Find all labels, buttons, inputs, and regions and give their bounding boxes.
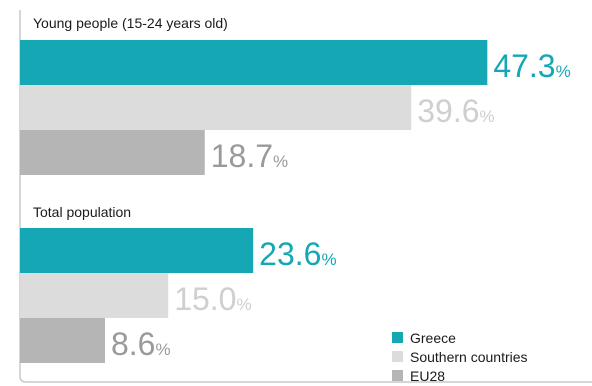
legend-label: Greece — [410, 329, 456, 346]
legend-item: Greece — [392, 328, 592, 347]
bar — [20, 228, 254, 273]
bar — [20, 318, 105, 363]
bar — [20, 40, 488, 85]
legend-label: Southern countries — [410, 348, 528, 365]
axis-frame — [19, 10, 592, 383]
data-label: 39.6% — [417, 93, 494, 129]
legend-label: EU28 — [410, 367, 446, 384]
data-label: 18.7% — [211, 138, 288, 174]
group-title: Young people (15-24 years old) — [33, 15, 228, 31]
bar — [20, 85, 412, 130]
legend-swatch — [392, 370, 403, 381]
group-title: Total population — [33, 204, 131, 220]
legend-swatch — [392, 332, 403, 343]
data-label: 47.3% — [493, 48, 570, 84]
data-label: 23.6% — [259, 236, 336, 272]
legend-swatch — [392, 351, 403, 362]
data-label: 8.6% — [111, 326, 171, 362]
bar — [20, 273, 169, 318]
data-label: 15.0% — [174, 281, 251, 317]
legend-item: EU28 — [392, 366, 592, 385]
legend-item: Southern countries — [392, 347, 592, 366]
legend: Greece Southern countries EU28 — [392, 328, 592, 385]
bar — [20, 130, 205, 175]
